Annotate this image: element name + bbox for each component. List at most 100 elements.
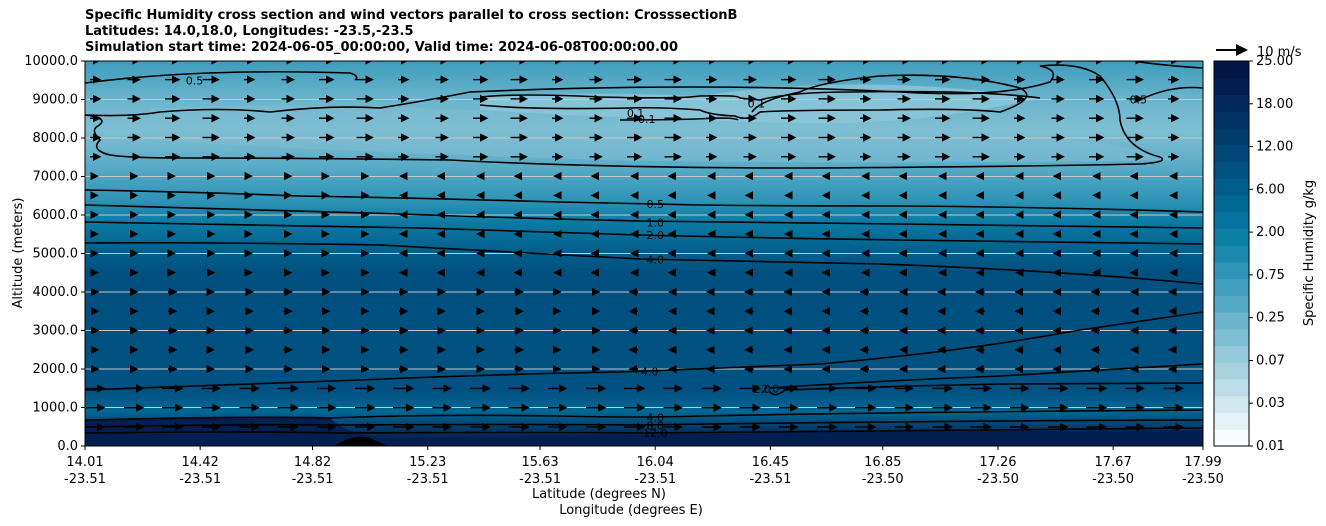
colorbar-swatch — [1214, 94, 1249, 112]
y-tick-label: 4000.0 — [33, 285, 79, 300]
chart-title-line-3: Simulation start time: 2024-06-05_00:00:… — [85, 40, 678, 55]
y-tick-label: 8000.0 — [33, 131, 79, 146]
colorbar-tick-label: 6.00 — [1256, 182, 1285, 197]
colorbar-tick-label: 2.00 — [1256, 225, 1285, 240]
contour-label: 8.0 — [646, 420, 664, 433]
contour-label: 12.0 — [643, 427, 668, 440]
contour-label: 4.0 — [641, 366, 659, 379]
colorbar-tick-label: 0.03 — [1256, 396, 1285, 411]
y-axis: 0.0 1000.0 2000.0 3000.0 4000.0 5000.0 6000.0 7… — [24, 54, 85, 454]
colorbar-swatch — [1214, 211, 1249, 229]
colorbar-swatch — [1214, 312, 1249, 330]
x-tick-label-latitude: 16.45 — [752, 455, 789, 470]
x-tick-label-latitude: 17.67 — [1095, 455, 1132, 470]
x-tick-label-latitude: 14.01 — [66, 455, 103, 470]
colorbar-tick-label: 12.00 — [1256, 140, 1293, 155]
x-tick-label-latitude: 14.42 — [182, 455, 219, 470]
colorbar-swatch — [1214, 261, 1249, 280]
wind-vector-field — [86, 61, 1184, 432]
x-tick-label-longitude: -23.51 — [179, 472, 221, 487]
colorbar-swatch — [1214, 278, 1249, 296]
contour-0.5-right-lower — [1139, 86, 1203, 101]
contour-0.5-right — [1139, 61, 1203, 69]
x-tick-label-longitude: -23.51 — [64, 472, 106, 487]
contour-label: 4.0 — [646, 253, 664, 266]
colorbar-tick-label: 0.75 — [1256, 268, 1285, 283]
x-tick-label-longitude: -23.50 — [1092, 472, 1134, 487]
x-tick-label-longitude: -23.51 — [634, 472, 676, 487]
x-tick-label-latitude: 15.63 — [521, 455, 558, 470]
colorbar-tick-label: 0.25 — [1256, 311, 1285, 326]
x-tick-label-latitude: 15.23 — [409, 455, 446, 470]
y-axis-label: Altitude (meters) — [11, 198, 26, 309]
colorbar-swatch — [1214, 362, 1249, 380]
colorbar-tick-label: 25.00 — [1256, 54, 1293, 69]
colorbar-swatch — [1214, 379, 1249, 397]
x-tick-label-latitude: 16.85 — [864, 455, 901, 470]
colorbar-tick-label: 18.00 — [1256, 97, 1293, 112]
contour-0.1-upper-band — [479, 90, 1041, 101]
colorbar-label: Specific Humidity g/kg — [1302, 180, 1317, 326]
colorbar-swatch — [1214, 395, 1249, 414]
y-tick-label: 0.0 — [57, 439, 78, 454]
colorbar-swatch — [1214, 161, 1249, 179]
colorbar — [1214, 61, 1249, 447]
x-axis-label-latitude: Latitude (degrees N) — [532, 487, 666, 502]
colorbar-swatch — [1214, 61, 1249, 79]
x-tick-label-longitude: -23.51 — [292, 472, 334, 487]
x-tick-label-latitude: 14.82 — [294, 455, 331, 470]
y-tick-label: 9000.0 — [33, 93, 79, 108]
x-tick-label-longitude: -23.51 — [749, 472, 791, 487]
x-tick-label-longitude: -23.50 — [977, 472, 1019, 487]
colorbar-swatch — [1214, 295, 1249, 313]
contour-label: 2.0 — [753, 383, 771, 396]
x-tick-label-longitude: -23.50 — [1182, 472, 1224, 487]
y-tick-label: 2000.0 — [33, 362, 79, 377]
chart-title-line-1: Specific Humidity cross section and wind… — [85, 8, 738, 23]
colorbar-swatch — [1214, 194, 1249, 213]
contour-label: 0.5 — [646, 198, 664, 211]
colorbar-swatch — [1214, 77, 1249, 95]
y-tick-label: 1000.0 — [33, 401, 79, 416]
colorbar-swatch — [1214, 245, 1249, 263]
colorbar-swatch — [1214, 412, 1249, 430]
contour-label: 2.0 — [762, 382, 780, 395]
colorbar-ticks: 0.01 0.03 0.07 0.25 0.75 2.00 6.00 12.00 18.00 25… — [1249, 54, 1293, 454]
contour-label: 0.1 — [748, 97, 766, 110]
contour-2.0-mid — [85, 221, 1203, 245]
x-axis: 14.01 -23.51 14.42 -23.51 14.82 -23.51 15.23 -2… — [64, 446, 1224, 487]
contour-label: 0.1 — [638, 113, 656, 126]
contour-lines — [85, 61, 1203, 434]
colorbar-swatch — [1214, 328, 1249, 347]
contour-label: 4.0 — [646, 412, 664, 425]
y-tick-label: 7000.0 — [33, 170, 79, 185]
colorbar-swatch — [1214, 228, 1249, 246]
colorbar-swatch — [1214, 111, 1249, 129]
contour-12.0-surface — [85, 427, 1203, 434]
colorbar-swatch — [1214, 127, 1249, 146]
y-tick-label: 5000.0 — [33, 247, 79, 262]
colorbar-swatch — [1214, 429, 1249, 447]
terrain — [334, 436, 388, 446]
x-axis-label-longitude: Longitude (degrees E) — [559, 503, 703, 518]
colorbar-swatch — [1214, 144, 1249, 162]
contour-4.0-low — [85, 311, 1203, 391]
chart-title-line-2: Latitudes: 14.0,18.0, Longitudes: -23.5,… — [85, 24, 414, 39]
contour-labels: 0.50.10.10.1 0.50.51.02.04.04.02.02.04.08… — [186, 74, 1147, 440]
colorbar-swatch — [1214, 178, 1249, 196]
colorbar-swatch — [1214, 345, 1249, 363]
x-tick-label-longitude: -23.51 — [407, 472, 449, 487]
contour-0.5-mid — [85, 189, 1203, 213]
contour-4.0-surface — [85, 409, 1203, 421]
y-tick-label: 3000.0 — [33, 324, 79, 339]
x-tick-label-latitude: 17.26 — [979, 455, 1016, 470]
y-tick-label: 6000.0 — [33, 208, 79, 223]
dry-region-upper — [480, 84, 1040, 124]
quiver-key-label: 10 m/s — [1257, 45, 1302, 60]
contour-label: 0.5 — [186, 74, 204, 87]
y-tick-label: 10000.0 — [24, 54, 78, 69]
contour-label: 2.0 — [646, 229, 664, 242]
colorbar-frame — [1213, 60, 1250, 447]
contour-label: 1.0 — [646, 217, 664, 230]
